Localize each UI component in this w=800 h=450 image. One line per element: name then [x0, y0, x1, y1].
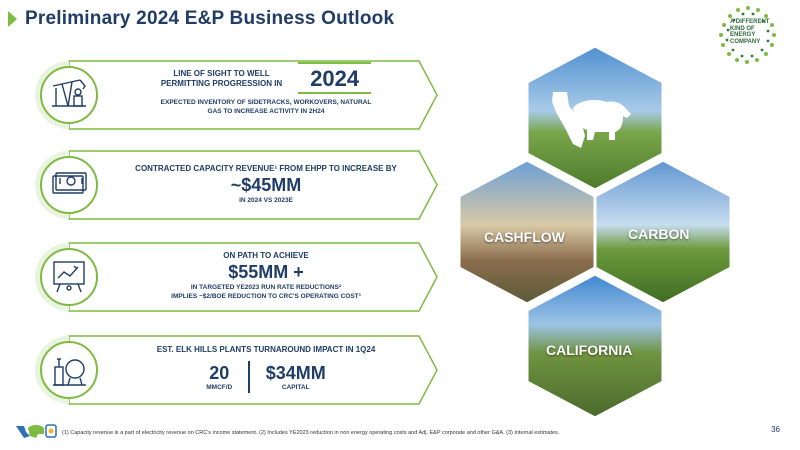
company-logo: A DIFFERENT KIND OF ENERGY COMPANY	[716, 4, 780, 66]
card-capacity-revenue: CONTRACTED CAPACITY REVENUE¹ FROM EHPP T…	[34, 150, 438, 220]
card4-stat2-value: $34MM	[265, 362, 326, 383]
hexagon-label-california: CALIFORNIA	[546, 342, 633, 358]
card2-highlight: ~$45MM	[230, 175, 302, 195]
title-bar: Preliminary 2024 E&P Business Outlook	[8, 8, 394, 30]
presentation-board-icon	[40, 248, 98, 306]
footnote: (1) Capacity revenue is a part of electr…	[62, 430, 560, 436]
card1-line1: LINE OF SIGHT TO WELL	[173, 69, 270, 78]
plant-tanks-icon	[40, 341, 98, 399]
card4-line1: EST. ELK HILLS PLANTS TURNAROUND IMPACT …	[156, 345, 376, 354]
stat-divider	[248, 361, 250, 393]
card1-line2: PERMITTING PROGRESSION IN	[160, 79, 283, 88]
card-elk-hills: EST. ELK HILLS PLANTS TURNAROUND IMPACT …	[34, 335, 438, 405]
chevron-right-icon	[8, 11, 17, 27]
card3-highlight: $55MM +	[228, 262, 304, 282]
footer-logo-icon	[14, 422, 58, 445]
hexagon-cluster	[457, 44, 733, 420]
page-title: Preliminary 2024 E&P Business Outlook	[25, 8, 395, 29]
card3-desc2: IMPLIES ~$2/BOE REDUCTION TO CRC'S OPERA…	[171, 293, 361, 300]
hexagon-carbon	[593, 158, 733, 306]
oil-pump-icon	[40, 66, 98, 124]
card4-stat1-value: 20	[209, 362, 230, 383]
card1-desc2: GAS TO INCREASE ACTIVITY IN 2H24	[207, 108, 325, 115]
hexagon-california	[525, 272, 665, 420]
card1-highlight: 2024	[310, 66, 360, 91]
logo-text: A DIFFERENT KIND OF ENERGY COMPANY	[730, 19, 770, 45]
card4-stat2-unit: CAPITAL	[281, 383, 310, 391]
page-number: 36	[771, 425, 780, 434]
hexagon-label-carbon: CARBON	[628, 226, 690, 242]
card2-desc1: IN 2024 VS 2023E	[239, 197, 293, 204]
card4-stat1-unit: MMCF/D	[206, 383, 233, 391]
california-bear-icon	[552, 92, 631, 148]
card2-line1: CONTRACTED CAPACITY REVENUE¹ FROM EHPP T…	[135, 164, 397, 173]
card-cost-reductions: ON PATH TO ACHIEVE $55MM + IN TARGETED Y…	[34, 242, 438, 312]
card3-desc1: IN TARGETED YE2023 RUN RATE REDUCTIONS²	[190, 284, 342, 291]
hexagon-label-cashflow: CASHFLOW	[484, 229, 565, 245]
cash-icon	[40, 156, 98, 214]
card-well-permitting: LINE OF SIGHT TO WELL PERMITTING PROGRES…	[34, 60, 438, 130]
card3-line1: ON PATH TO ACHIEVE	[223, 251, 309, 260]
card1-desc1: EXPECTED INVENTORY OF SIDETRACKS, WORKOV…	[160, 99, 372, 106]
